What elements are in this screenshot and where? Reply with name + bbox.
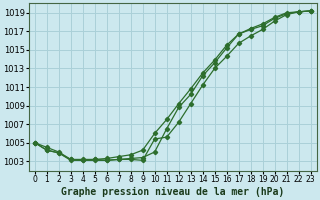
- X-axis label: Graphe pression niveau de la mer (hPa): Graphe pression niveau de la mer (hPa): [61, 186, 284, 197]
